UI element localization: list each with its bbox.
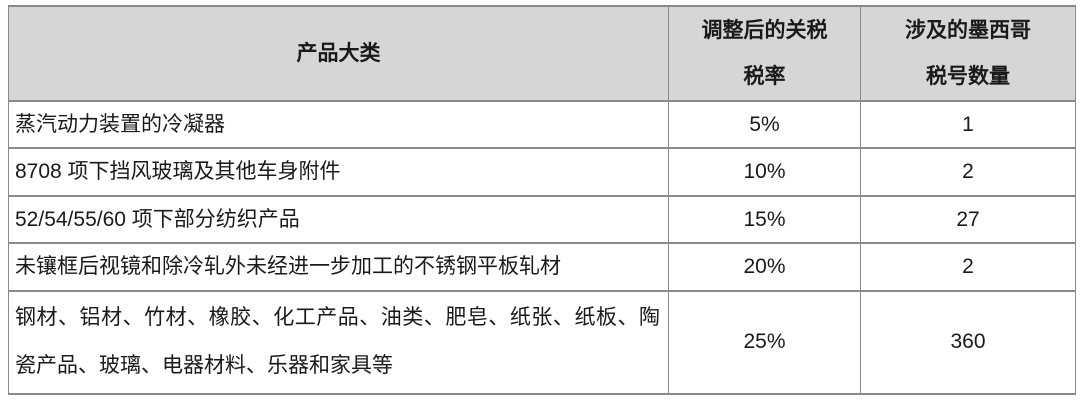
tariff-code-count-cell: 27 bbox=[860, 194, 1076, 245]
table-row: 未镶框后视镜和除冷轧外未经进一步加工的不锈钢平板轧材 20% 2 bbox=[8, 242, 1076, 292]
product-category-cell: 未镶框后视镜和除冷轧外未经进一步加工的不锈钢平板轧材 bbox=[8, 242, 669, 292]
column-header-adjusted-tariff-rate: 调整后的关税 税率 bbox=[668, 5, 861, 102]
column-header-mexico-tariff-code-count: 涉及的墨西哥 税号数量 bbox=[860, 5, 1076, 102]
tariff-rate-cell: 25% bbox=[668, 289, 861, 396]
table-row: 蒸汽动力装置的冷凝器 5% 1 bbox=[8, 99, 1076, 150]
table-row: 8708 项下挡风玻璃及其他车身附件 10% 2 bbox=[8, 147, 1076, 197]
tariff-rate-cell: 10% bbox=[668, 147, 861, 197]
column-header-product-category: 产品大类 bbox=[8, 5, 669, 102]
product-category-cell: 52/54/55/60 项下部分纺织产品 bbox=[8, 194, 669, 245]
product-category-cell: 钢材、铝材、竹材、橡胶、化工产品、油类、肥皂、纸张、纸板、陶瓷产品、玻璃、电器材… bbox=[8, 289, 669, 396]
tariff-code-count-cell: 2 bbox=[860, 242, 1076, 292]
tariff-code-count-cell: 360 bbox=[860, 289, 1076, 396]
tariff-rate-cell: 20% bbox=[668, 242, 861, 292]
tariff-table-container: 产品大类 调整后的关税 税率 涉及的墨西哥 税号数量 蒸汽动力装置的冷凝器 5%… bbox=[8, 5, 1076, 396]
product-category-cell: 蒸汽动力装置的冷凝器 bbox=[8, 99, 669, 150]
column-header-label-line2: 税号数量 bbox=[926, 64, 1010, 88]
tariff-rate-cell: 5% bbox=[668, 99, 861, 150]
column-header-label-line1: 调整后的关税 bbox=[701, 18, 828, 42]
column-header-label-line1: 涉及的墨西哥 bbox=[905, 18, 1031, 42]
table-row: 52/54/55/60 项下部分纺织产品 15% 27 bbox=[8, 194, 1076, 245]
table-header-row: 产品大类 调整后的关税 税率 涉及的墨西哥 税号数量 bbox=[8, 5, 1076, 102]
column-header-label: 产品大类 bbox=[296, 41, 381, 65]
column-header-label-line2: 税率 bbox=[743, 64, 786, 88]
product-category-cell: 8708 项下挡风玻璃及其他车身附件 bbox=[8, 147, 669, 197]
tariff-code-count-cell: 1 bbox=[860, 99, 1076, 150]
tariff-rate-cell: 15% bbox=[668, 194, 861, 245]
tariff-table: 产品大类 调整后的关税 税率 涉及的墨西哥 税号数量 蒸汽动力装置的冷凝器 5%… bbox=[8, 5, 1076, 396]
table-row: 钢材、铝材、竹材、橡胶、化工产品、油类、肥皂、纸张、纸板、陶瓷产品、玻璃、电器材… bbox=[8, 289, 1076, 396]
tariff-code-count-cell: 2 bbox=[860, 147, 1076, 197]
